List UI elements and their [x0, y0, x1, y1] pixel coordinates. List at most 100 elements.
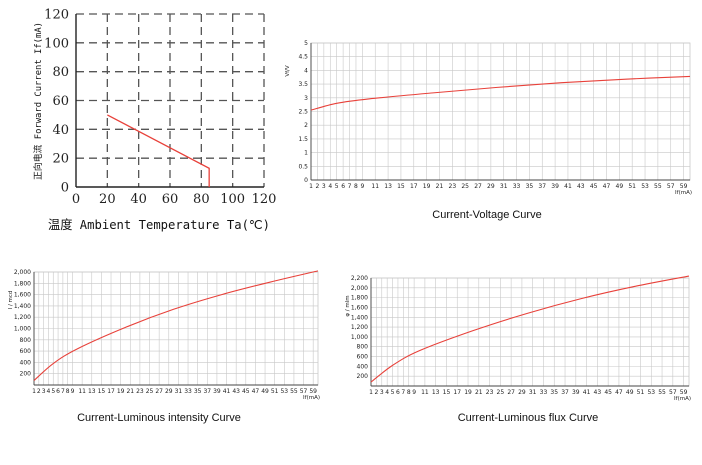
- x-tick-label: 21: [475, 389, 483, 396]
- x-tick-label: 29: [518, 389, 526, 396]
- x-tick-label: 7: [401, 389, 405, 396]
- x-tick-label: 43: [232, 388, 240, 395]
- x-tick-label: 49: [616, 183, 624, 190]
- y-axis-title: 正向电流 Forward Current If(mA): [32, 22, 44, 180]
- y-tick-label: 1.5: [298, 136, 308, 143]
- y-tick-label: 4: [304, 67, 308, 74]
- x-axis-title: If(mA): [675, 190, 692, 196]
- plot-frame: [370, 277, 690, 387]
- x-tick-label: 29: [487, 183, 495, 190]
- current-luminous-flux-chart: 1 2 3 4 5 6 7 8 9 11 13 15 17 19 21 23 25 27 29 31 33 35 37 39 4…: [345, 275, 691, 424]
- y-tick-label: 100: [44, 36, 69, 51]
- x-tick-label: 41: [223, 388, 231, 395]
- y-tick-label: 1: [304, 150, 308, 157]
- x-tick-label: 47: [252, 388, 260, 395]
- y-axis-title: φ / mlm: [345, 295, 351, 316]
- derating-chart: 0 20 40 60 80 100 120 0 20 40 60 80 100 120 温度 Ambient…: [32, 8, 276, 233]
- y-tick-label: 1,600: [351, 304, 368, 311]
- y-tick-label: 1,800: [351, 295, 368, 302]
- x-tick-label: 53: [647, 389, 655, 396]
- x-axis-title: If(mA): [303, 395, 320, 401]
- x-tick-label: 45: [242, 388, 250, 395]
- x-tick-label: 37: [561, 389, 569, 396]
- series-line: [370, 275, 690, 383]
- y-tick-label: 1,400: [351, 314, 368, 321]
- x-tick-label: 8: [407, 389, 411, 396]
- x-tick-label: 41: [583, 389, 591, 396]
- x-tick-label: 49: [626, 389, 634, 396]
- y-tick-label: 800: [20, 337, 32, 344]
- x-tick-label: 47: [603, 183, 611, 190]
- x-tick-label: 39: [572, 389, 580, 396]
- x-tick-label: 13: [88, 388, 96, 395]
- x-tick-label: 5: [391, 389, 395, 396]
- x-tick-label: 39: [213, 388, 221, 395]
- x-tick-label: 43: [594, 389, 602, 396]
- x-tick-label: 4: [385, 389, 389, 396]
- y-axis-title: Vf/V: [285, 65, 291, 77]
- y-tick-label: 400: [20, 359, 32, 366]
- y-tick-label: 800: [357, 344, 369, 351]
- x-tick-label: 53: [280, 388, 288, 395]
- x-tick-label: 45: [590, 183, 598, 190]
- y-tick-label: 600: [20, 348, 32, 355]
- y-tick-label: 600: [357, 354, 369, 361]
- y-tick-label: 40: [52, 123, 69, 138]
- x-tick-label: 21: [126, 388, 134, 395]
- x-tick-label: 49: [261, 388, 269, 395]
- x-tick-label: 13: [384, 183, 392, 190]
- y-tick-label: 4.5: [298, 54, 308, 61]
- x-tick-label: 43: [577, 183, 585, 190]
- x-tick-label: 25: [461, 183, 469, 190]
- y-tick-label: 2,000: [14, 269, 31, 276]
- y-tick-label: 0.5: [298, 163, 308, 170]
- y-axis-title: I / mcd: [8, 291, 14, 310]
- x-tick-label: 51: [637, 389, 645, 396]
- x-tick-label: 11: [78, 388, 86, 395]
- y-tick-label: 0: [61, 181, 69, 196]
- x-tick-label: 2: [37, 388, 41, 395]
- y-tick-label: 1,800: [14, 280, 31, 287]
- y-tick-label: 1,000: [351, 334, 368, 341]
- x-tick-label: 9: [71, 388, 75, 395]
- y-tick-label: 1,000: [14, 326, 31, 333]
- x-tick-label: 6: [341, 183, 345, 190]
- x-tick-label: 59: [680, 183, 688, 190]
- x-tick-label: 57: [669, 389, 677, 396]
- x-tick-label: 51: [628, 183, 636, 190]
- series-line: [107, 114, 210, 187]
- x-tick-label: 23: [449, 183, 457, 190]
- x-tick-label: 19: [464, 389, 472, 396]
- x-tick-label: 55: [658, 389, 666, 396]
- x-tick-label: 57: [667, 183, 675, 190]
- y-tick-label: 3.5: [298, 81, 308, 88]
- x-tick-label: 15: [397, 183, 405, 190]
- x-tick-label: 57: [300, 388, 308, 395]
- x-axis-title: 温度 Ambient Temperature Ta(℃): [48, 217, 270, 232]
- x-tick-label: 25: [497, 389, 505, 396]
- x-tick-label: 17: [410, 183, 418, 190]
- x-tick-label: 35: [526, 183, 534, 190]
- y-tick-label: 60: [52, 94, 69, 109]
- x-tick-label: 0: [72, 192, 80, 207]
- x-tick-label: 31: [500, 183, 508, 190]
- x-tick-label: 4: [328, 183, 332, 190]
- x-tick-label: 33: [184, 388, 192, 395]
- x-tick-label: 51: [271, 388, 279, 395]
- x-tick-label: 27: [474, 183, 482, 190]
- series-line: [33, 270, 319, 381]
- y-tick-label: 120: [44, 8, 69, 23]
- x-tick-label: 7: [61, 388, 65, 395]
- current-voltage-chart: 1 2 3 4 5 6 7 8 9 11 13 15 17 19 21 23 25 27 29 31 33 35 37 39 4…: [285, 40, 692, 221]
- x-tick-label: 15: [443, 389, 451, 396]
- x-tick-label: 23: [136, 388, 144, 395]
- x-tick-label: 27: [155, 388, 163, 395]
- x-tick-label: 29: [165, 388, 173, 395]
- y-tick-label: 0: [304, 177, 308, 184]
- x-tick-label: 3: [42, 388, 46, 395]
- x-tick-label: 6: [56, 388, 60, 395]
- x-tick-label: 60: [162, 192, 179, 207]
- x-tick-label: 47: [615, 389, 623, 396]
- x-tick-label: 9: [412, 389, 416, 396]
